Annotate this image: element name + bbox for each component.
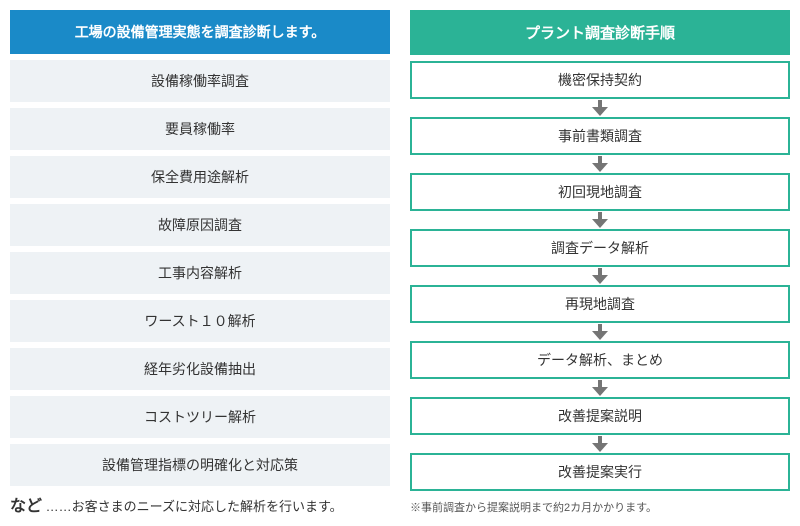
list-item: 設備管理指標の明確化と対応策 (10, 444, 390, 486)
list-item: 工事内容解析 (10, 252, 390, 294)
arrow-down-icon (410, 211, 790, 229)
flow-step: 改善提案説明 (410, 397, 790, 435)
left-column: 工場の設備管理実態を調査診断します。 設備稼働率調査 要員稼働率 保全費用途解析… (10, 10, 390, 516)
arrow-down-icon (410, 435, 790, 453)
list-item: 経年劣化設備抽出 (10, 348, 390, 390)
flow-step: データ解析、まとめ (410, 341, 790, 379)
list-item: ワースト１０解析 (10, 300, 390, 342)
arrow-down-icon (410, 99, 790, 117)
left-footer-rest: ……お客さまのニーズに対応した解析を行います。 (42, 499, 343, 514)
right-header: プラント調査診断手順 (410, 10, 790, 55)
list-item: 保全費用途解析 (10, 156, 390, 198)
right-note: ※事前調査から提案説明まで約2カ月かかります。 (410, 499, 790, 515)
left-list: 設備稼働率調査 要員稼働率 保全費用途解析 故障原因調査 工事内容解析 ワースト… (10, 60, 390, 486)
arrow-down-icon (410, 155, 790, 173)
flow-step: 調査データ解析 (410, 229, 790, 267)
flow-step: 改善提案実行 (410, 453, 790, 491)
flow-step: 再現地調査 (410, 285, 790, 323)
right-column: プラント調査診断手順 機密保持契約 事前書類調査 初回現地調査 調査データ解析 … (410, 10, 790, 516)
list-item: 故障原因調査 (10, 204, 390, 246)
flow-step: 機密保持契約 (410, 61, 790, 99)
list-item: コストツリー解析 (10, 396, 390, 438)
arrow-down-icon (410, 267, 790, 285)
list-item: 要員稼働率 (10, 108, 390, 150)
left-header: 工場の設備管理実態を調査診断します。 (10, 10, 390, 54)
flow-list: 機密保持契約 事前書類調査 初回現地調査 調査データ解析 再現地調査 データ解析… (410, 61, 790, 491)
left-footer-lead: など (10, 498, 42, 515)
left-footer: など ……お客さまのニーズに対応した解析を行います。 (10, 492, 390, 516)
list-item: 設備稼働率調査 (10, 60, 390, 102)
two-column-layout: 工場の設備管理実態を調査診断します。 設備稼働率調査 要員稼働率 保全費用途解析… (0, 0, 800, 526)
arrow-down-icon (410, 379, 790, 397)
flow-step: 初回現地調査 (410, 173, 790, 211)
flow-step: 事前書類調査 (410, 117, 790, 155)
arrow-down-icon (410, 323, 790, 341)
